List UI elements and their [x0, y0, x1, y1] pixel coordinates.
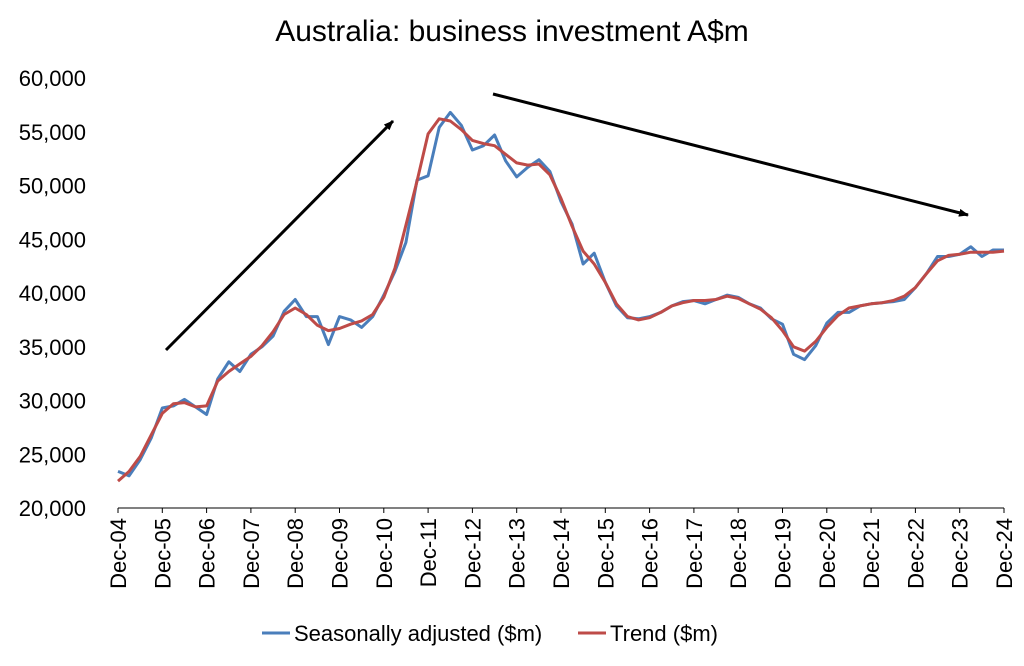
- series-line-trend: [117, 117, 1005, 483]
- x-tick-label: Dec-07: [239, 518, 264, 589]
- x-tick-label: Dec-13: [505, 518, 530, 589]
- series-line-seasonally-adjusted: [117, 110, 1004, 478]
- y-tick-label: 45,000: [19, 227, 86, 252]
- y-axis: 20,000 25,000 30,000 35,000 40,000 45,000 50,0…: [19, 66, 86, 521]
- upward-trend-arrow: [164, 119, 395, 352]
- x-tick-label: Dec-12: [460, 518, 485, 589]
- legend-label-seasonally-adjusted: Seasonally adjusted ($m): [294, 621, 542, 646]
- x-tick-label: Dec-19: [771, 518, 796, 589]
- y-tick-label: 60,000: [19, 66, 86, 91]
- y-tick-label: 35,000: [19, 335, 86, 360]
- x-tick-label: Dec-08: [283, 518, 308, 589]
- y-tick-label: 20,000: [19, 496, 86, 521]
- legend: Seasonally adjusted ($m) Trend ($m): [262, 621, 718, 646]
- x-axis: Dec-04 Dec-05 Dec-06 Dec-07 Dec-08 Dec-09 Dec-…: [106, 508, 1017, 589]
- x-tick-label: Dec-06: [195, 518, 220, 589]
- x-tick-label: Dec-05: [150, 518, 175, 589]
- y-tick-label: 25,000: [19, 442, 86, 467]
- x-tick-label: Dec-23: [948, 518, 973, 589]
- x-tick-label: Dec-16: [638, 518, 663, 589]
- x-tick-label: Dec-20: [815, 518, 840, 589]
- x-tick-label: Dec-11: [416, 518, 441, 587]
- chart-title: Australia: business investment A$m: [275, 15, 749, 48]
- y-tick-label: 50,000: [19, 174, 86, 199]
- y-tick-label: 40,000: [19, 281, 86, 306]
- y-tick-label: 55,000: [19, 120, 86, 145]
- x-tick-label: Dec-24: [992, 518, 1017, 589]
- x-tick-label: Dec-21: [859, 518, 884, 589]
- x-tick-label: Dec-17: [682, 518, 707, 589]
- x-tick-label: Dec-04: [106, 518, 131, 589]
- x-tick-label: Dec-15: [593, 518, 618, 589]
- x-tick-label: Dec-18: [726, 518, 751, 589]
- x-tick-label: Dec-22: [903, 518, 928, 589]
- legend-label-trend: Trend ($m): [610, 621, 718, 646]
- x-tick-label: Dec-10: [372, 518, 397, 589]
- series-layer: [117, 110, 1005, 483]
- y-tick-label: 30,000: [19, 389, 86, 414]
- x-tick-label: Dec-14: [549, 518, 574, 589]
- x-tick-label: Dec-09: [328, 518, 353, 589]
- downward-trend-arrow: [492, 92, 969, 217]
